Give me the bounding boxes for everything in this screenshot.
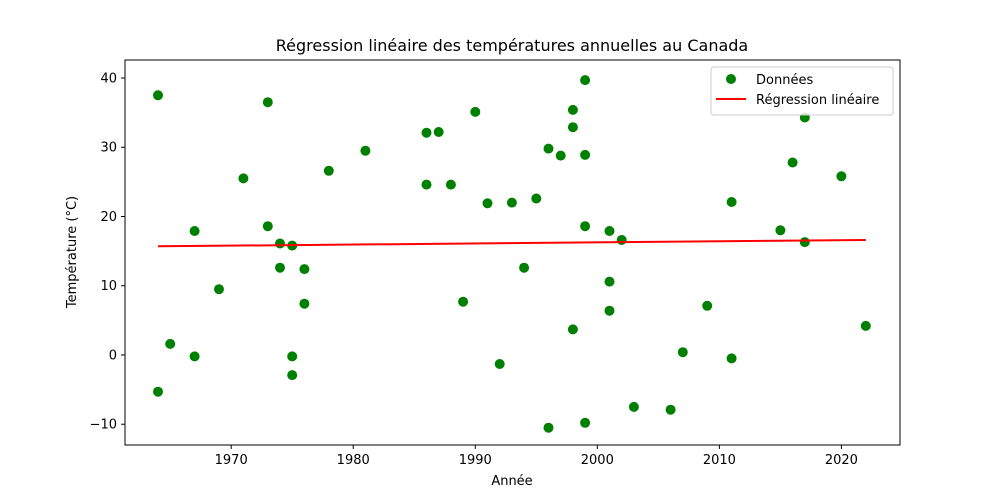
x-tick-label: 2000 xyxy=(581,453,614,468)
legend-box xyxy=(710,66,894,116)
x-tick-label: 2020 xyxy=(825,453,858,468)
legend-label-regression: Régression linéaire xyxy=(756,93,879,108)
legend-marker-scatter xyxy=(726,74,736,84)
data-point xyxy=(677,347,688,358)
data-point xyxy=(775,225,786,236)
data-point xyxy=(567,122,578,133)
data-point xyxy=(628,401,639,412)
data-point xyxy=(555,150,566,161)
data-point xyxy=(836,171,847,182)
data-point xyxy=(445,179,456,190)
data-point xyxy=(470,106,481,117)
y-tick-label: 40 xyxy=(100,72,117,87)
data-point xyxy=(787,157,798,168)
data-point xyxy=(421,127,432,138)
y-tick-label: 30 xyxy=(100,141,117,156)
data-point xyxy=(275,238,285,249)
data-point xyxy=(262,221,273,232)
data-point xyxy=(299,264,310,275)
data-point xyxy=(567,104,578,115)
x-axis-title: Année xyxy=(491,474,532,489)
data-point xyxy=(580,75,591,86)
data-point xyxy=(543,422,554,433)
y-tick-label: 10 xyxy=(100,279,117,294)
chart-title: Régression linéaire des températures ann… xyxy=(276,36,748,55)
data-point xyxy=(262,97,273,108)
data-point xyxy=(531,193,542,204)
data-point xyxy=(153,386,163,397)
data-point xyxy=(580,149,591,160)
x-tick-label: 2010 xyxy=(703,453,736,468)
data-point xyxy=(494,359,505,369)
data-point xyxy=(153,90,163,101)
y-tick-label: −10 xyxy=(90,418,117,433)
data-point xyxy=(726,353,737,364)
y-tick-label: 0 xyxy=(109,348,117,363)
plot-area xyxy=(153,75,871,433)
data-point xyxy=(360,145,371,156)
data-point xyxy=(567,324,578,335)
data-point xyxy=(189,226,200,236)
data-point xyxy=(519,262,530,273)
data-point xyxy=(726,197,737,207)
data-point xyxy=(275,262,285,273)
data-point xyxy=(799,237,810,248)
x-tick-label: 1990 xyxy=(459,453,492,468)
x-axis: 1970 1980 1990 2000 2010 2020 xyxy=(215,445,858,468)
data-point xyxy=(860,320,871,331)
data-point xyxy=(665,404,676,415)
data-point xyxy=(604,305,615,316)
data-point xyxy=(421,179,432,190)
x-tick-label: 1980 xyxy=(337,453,370,468)
data-point xyxy=(323,165,334,176)
data-point xyxy=(580,417,591,428)
data-point xyxy=(580,221,591,232)
data-point xyxy=(458,296,469,307)
data-point xyxy=(214,284,224,295)
data-point xyxy=(165,338,176,349)
regression-line xyxy=(157,239,866,248)
y-tick-label: 20 xyxy=(100,210,117,225)
data-point xyxy=(189,351,200,362)
data-point xyxy=(604,276,615,287)
data-point xyxy=(433,127,444,137)
data-point xyxy=(299,298,310,309)
data-point xyxy=(616,235,627,245)
y-axis: −10 0 10 20 30 40 xyxy=(90,72,125,433)
data-point xyxy=(482,198,493,209)
data-point xyxy=(287,351,298,362)
data-point xyxy=(506,197,517,208)
legend-label-data: Données xyxy=(756,73,813,88)
plot-frame xyxy=(124,59,901,446)
data-point xyxy=(287,370,298,381)
legend: Données Régression linéaire xyxy=(710,66,894,116)
data-point xyxy=(238,173,249,184)
data-point xyxy=(702,300,713,311)
x-tick-label: 1970 xyxy=(215,453,248,468)
data-point xyxy=(604,226,615,236)
data-point xyxy=(543,143,554,154)
y-axis-title: Température (°C) xyxy=(65,196,80,309)
